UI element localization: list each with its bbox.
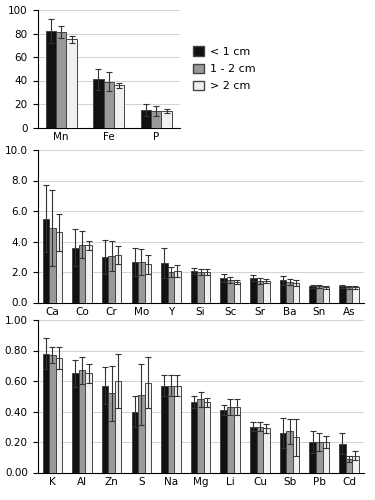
Bar <box>256 281 263 302</box>
Bar <box>161 386 168 472</box>
Bar <box>204 272 210 302</box>
Bar <box>250 278 256 302</box>
Bar <box>72 374 79 472</box>
Bar <box>85 374 92 472</box>
Bar <box>309 442 316 472</box>
Bar <box>263 428 270 472</box>
Bar <box>162 111 172 128</box>
Bar <box>49 355 55 472</box>
Bar <box>168 386 174 472</box>
Bar <box>141 110 151 128</box>
Legend: < 1 cm, 1 - 2 cm, > 2 cm: < 1 cm, 1 - 2 cm, > 2 cm <box>193 46 255 91</box>
Bar <box>286 432 293 472</box>
Bar <box>250 427 256 472</box>
Bar <box>339 444 346 472</box>
Bar <box>145 382 151 472</box>
Bar <box>204 402 210 472</box>
Bar <box>138 262 145 302</box>
Bar <box>256 427 263 472</box>
Bar <box>108 256 115 302</box>
Bar <box>280 280 286 302</box>
Bar <box>46 31 56 128</box>
Bar <box>115 381 122 472</box>
Bar <box>234 282 240 302</box>
Bar <box>102 386 108 472</box>
Bar <box>191 402 197 472</box>
Bar <box>168 272 174 302</box>
Y-axis label: R$_0$ value: R$_0$ value <box>0 200 1 252</box>
Bar <box>42 354 49 472</box>
Bar <box>293 438 299 472</box>
Bar <box>352 287 359 302</box>
Bar <box>346 287 352 302</box>
Bar <box>263 281 270 302</box>
Bar <box>234 407 240 472</box>
Bar <box>309 286 316 302</box>
Bar <box>66 40 77 128</box>
Bar <box>115 255 122 302</box>
Bar <box>191 271 197 302</box>
Bar <box>114 85 125 128</box>
Bar <box>132 412 138 472</box>
Bar <box>322 442 329 472</box>
Bar <box>151 111 162 128</box>
Bar <box>56 32 66 128</box>
Bar <box>102 257 108 302</box>
Bar <box>280 433 286 472</box>
Bar <box>145 264 151 302</box>
Bar <box>104 82 114 128</box>
Bar <box>227 407 234 472</box>
Bar <box>286 282 293 302</box>
Bar <box>220 278 227 302</box>
Bar <box>42 218 49 302</box>
Bar <box>352 456 359 472</box>
Bar <box>316 442 322 472</box>
Bar <box>316 286 322 302</box>
Bar <box>56 358 62 472</box>
Bar <box>85 246 92 302</box>
Bar <box>174 271 181 302</box>
Bar <box>79 244 85 302</box>
Bar <box>132 262 138 302</box>
Bar <box>56 232 62 302</box>
Bar <box>197 400 204 472</box>
Bar <box>174 386 181 472</box>
Bar <box>72 248 79 302</box>
Bar <box>108 393 115 472</box>
Bar <box>220 410 227 472</box>
Bar <box>227 280 234 302</box>
Bar <box>293 284 299 302</box>
Bar <box>197 272 204 302</box>
Bar <box>138 394 145 472</box>
Bar <box>79 370 85 472</box>
Bar <box>49 228 55 302</box>
Bar <box>339 286 346 302</box>
Bar <box>346 459 352 472</box>
Bar <box>322 287 329 302</box>
Bar <box>161 263 168 302</box>
Bar <box>93 80 104 128</box>
